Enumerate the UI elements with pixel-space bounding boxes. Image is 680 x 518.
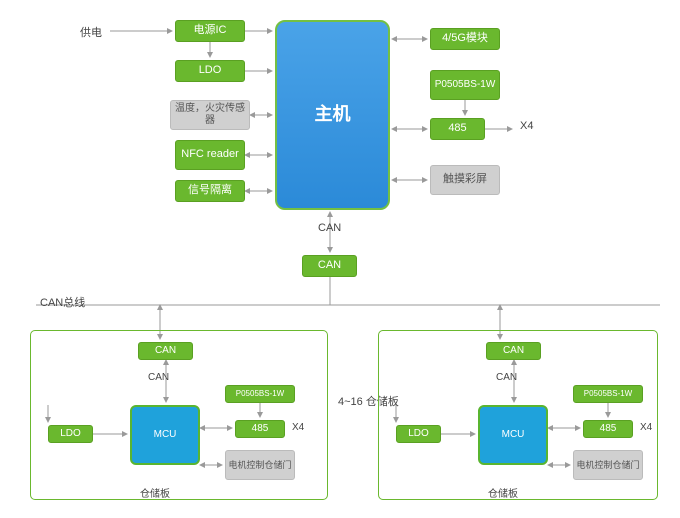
right-485-block: 485: [583, 420, 633, 438]
can-bus-label: CAN总线: [40, 294, 85, 310]
nfc-block: NFC reader: [175, 140, 245, 170]
left-can-label: CAN: [148, 372, 169, 383]
power-ic-block: 电源IC: [175, 20, 245, 42]
right-ldo-block: LDO: [396, 425, 441, 443]
left-p0505-block: P0505BS-1W: [225, 385, 295, 403]
isolation-block: 信号隔离: [175, 180, 245, 202]
temp-sensor-block: 温度，火灾传感器: [170, 100, 250, 130]
can-block: CAN: [302, 255, 357, 277]
rs485-block: 485: [430, 118, 485, 140]
left-panel-title: 仓储板: [140, 485, 170, 500]
host-block: 主机: [275, 20, 390, 210]
x4-label: X4: [520, 120, 533, 132]
left-x4-label: X4: [292, 422, 304, 433]
left-can-block: CAN: [138, 342, 193, 360]
right-p0505-block: P0505BS-1W: [573, 385, 643, 403]
right-panel-title: 仓储板: [488, 485, 518, 500]
left-motor-block: 电机控制仓储门: [225, 450, 295, 480]
right-motor-block: 电机控制仓储门: [573, 450, 643, 480]
right-can-block: CAN: [486, 342, 541, 360]
right-x4-label: X4: [640, 422, 652, 433]
left-ldo-block: LDO: [48, 425, 93, 443]
right-can-label: CAN: [496, 372, 517, 383]
left-mcu-block: MCU: [130, 405, 200, 465]
ldo-block: LDO: [175, 60, 245, 82]
power-in-label: 供电: [80, 24, 102, 40]
module-4g5g-block: 4/5G模块: [430, 28, 500, 50]
can-conn-label: CAN: [318, 222, 341, 234]
left-485-block: 485: [235, 420, 285, 438]
p0505-block: P0505BS-1W: [430, 70, 500, 100]
right-mcu-block: MCU: [478, 405, 548, 465]
touch-block: 触摸彩屏: [430, 165, 500, 195]
